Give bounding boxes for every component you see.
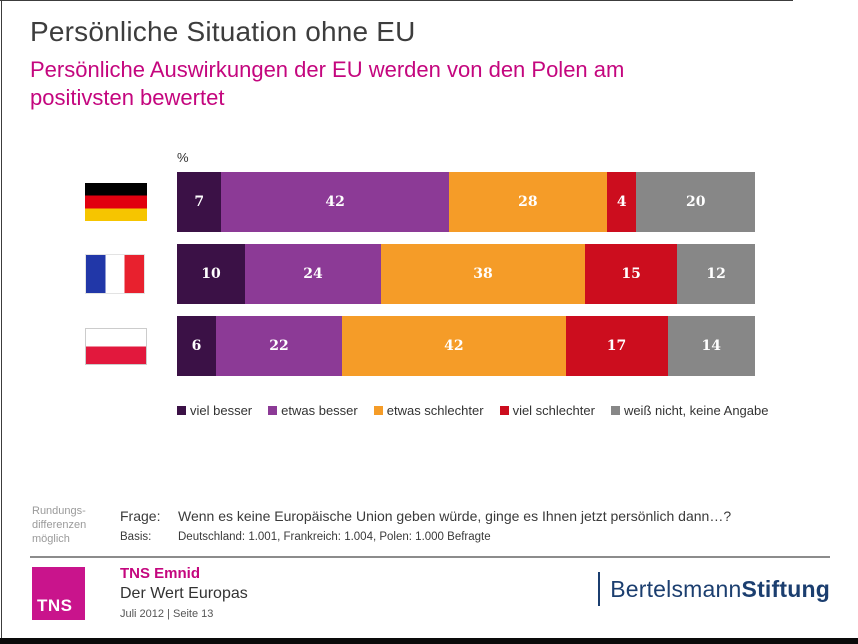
bar-value-label: 42 <box>325 194 345 210</box>
question-label: Frage: <box>120 508 161 524</box>
logo-wordmark: BertelsmannStiftung <box>610 576 830 603</box>
logo-wordmark-regular: Bertelsmann <box>610 575 742 602</box>
bar-value-label: 24 <box>303 266 323 282</box>
bar-segment: 4 <box>606 172 637 232</box>
bar-segment: 14 <box>667 316 755 376</box>
bar-segment: 20 <box>636 172 755 232</box>
rounding-note: Rundungs- differenzen möglich <box>32 504 122 546</box>
bar-value-label: 42 <box>444 338 464 354</box>
legend-swatch <box>268 406 278 415</box>
top-border-line <box>0 0 793 1</box>
bar-value-label: 4 <box>616 194 627 210</box>
bar-value-label: 38 <box>473 266 493 282</box>
bar-value-label: 22 <box>269 338 289 354</box>
footer-project-title: Der Wert Europas <box>120 585 248 602</box>
bar-segment: 42 <box>342 316 566 376</box>
flag-cell <box>85 327 147 365</box>
france-flag <box>85 254 145 294</box>
legend-label: weiß nicht, keine Angabe <box>623 403 769 418</box>
bar-segment: 38 <box>381 244 585 304</box>
bar-value-label: 28 <box>518 194 538 210</box>
bar-segment: 12 <box>677 244 755 304</box>
left-border-line <box>1 0 2 638</box>
footer-date-page: Juli 2012 | Seite 13 <box>120 608 214 620</box>
bar-value-label: 15 <box>621 266 641 282</box>
legend-item: etwas besser <box>268 403 358 418</box>
bar-row-france: 10 24 38 15 12 <box>85 244 755 304</box>
question-text: Wenn es keine Europäische Union geben wü… <box>178 508 732 524</box>
germany-flag <box>85 183 147 221</box>
page-title: Persönliche Situation ohne EU <box>30 16 416 47</box>
question-row: Frage: Wenn es keine Europäische Union ge… <box>120 508 731 524</box>
tns-logo-text: TNS <box>37 596 73 615</box>
bar-value-label: 14 <box>701 338 722 354</box>
rounding-note-line: differenzen <box>32 519 87 531</box>
bar-value-label: 10 <box>201 266 221 282</box>
bar-segment: 6 <box>177 316 216 376</box>
legend-swatch <box>499 406 509 415</box>
legend-label: etwas besser <box>281 403 358 418</box>
bar-segment: 10 <box>177 244 246 304</box>
legend-label: viel besser <box>190 403 253 418</box>
unit-label: % <box>177 150 189 165</box>
logo-wordmark-bold: Stiftung <box>741 575 830 602</box>
basis-label: Basis: <box>120 531 152 543</box>
basis-row: Basis: Deutschland: 1.001, Frankreich: 1.… <box>120 531 491 543</box>
rounding-note-line: möglich <box>32 533 70 545</box>
flag-cell <box>85 183 147 221</box>
legend-item: viel besser <box>177 403 252 418</box>
legend-swatch <box>177 406 186 415</box>
legend-swatch <box>373 406 383 415</box>
rounding-note-line: Rundungs- <box>32 505 86 517</box>
legend: viel besser etwas besser etwas schlechter v… <box>177 403 768 418</box>
bar-row-germany: 7 42 28 4 20 <box>85 172 755 232</box>
legend-swatch <box>610 406 620 415</box>
bar-value-label: 17 <box>606 338 627 354</box>
bottom-border-bar <box>0 638 858 644</box>
bar-segment: 24 <box>245 244 382 304</box>
bar-segment: 42 <box>221 172 449 232</box>
bar-stack-poland: 6 22 42 17 14 <box>177 316 755 376</box>
bar-value-label: 12 <box>706 266 726 282</box>
bar-value-label: 7 <box>194 194 205 210</box>
poland-flag <box>85 327 147 365</box>
bar-segment: 15 <box>584 244 678 304</box>
bertelsmann-stiftung-logo: BertelsmannStiftung <box>598 572 830 606</box>
bar-segment: 22 <box>215 316 343 376</box>
tns-logo: TNS <box>32 567 85 620</box>
bar-stack-france: 10 24 38 15 12 <box>177 244 755 304</box>
footer-org-name: TNS Emnid <box>120 565 201 582</box>
legend-label: viel schlechter <box>512 403 595 418</box>
footer-divider <box>30 556 830 558</box>
bar-row-poland: 6 22 42 17 14 <box>85 316 755 376</box>
basis-text: Deutschland: 1.001, Frankreich: 1.004, P… <box>178 531 491 543</box>
legend-item: weiß nicht, keine Angabe <box>610 403 769 418</box>
bar-segment: 7 <box>177 172 222 232</box>
legend-item: viel schlechter <box>499 403 595 418</box>
bar-value-label: 20 <box>685 194 706 210</box>
bar-stack-germany: 7 42 28 4 20 <box>177 172 755 232</box>
legend-label: etwas schlechter <box>386 403 484 418</box>
stacked-bar-chart: % 7 42 28 4 20 10 24 38 15 12 6 22 42 17 14 viel bes… <box>85 150 768 418</box>
page-subtitle: Persönliche Auswirkungen der EU werden v… <box>30 57 625 110</box>
bar-value-label: 6 <box>191 338 202 354</box>
bar-segment: 17 <box>565 316 668 376</box>
legend-item: etwas schlechter <box>373 403 484 418</box>
bar-segment: 28 <box>448 172 607 232</box>
logo-vertical-bar <box>598 572 601 606</box>
flag-cell <box>85 254 147 294</box>
